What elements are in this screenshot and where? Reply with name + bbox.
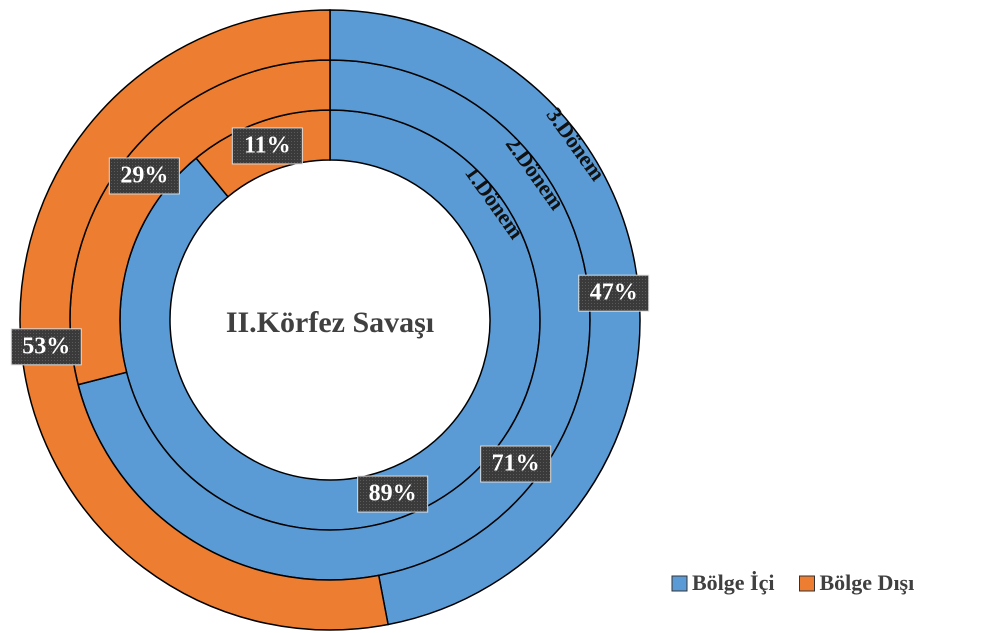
label-box bbox=[578, 274, 650, 312]
data-label: 29% bbox=[120, 162, 168, 188]
data-label: 47% bbox=[590, 280, 638, 306]
legend-swatch bbox=[799, 575, 815, 592]
label-box bbox=[10, 328, 82, 366]
label-box bbox=[231, 127, 303, 165]
data-label: 89% bbox=[369, 481, 417, 507]
data-label: 71% bbox=[492, 451, 540, 477]
label-box bbox=[480, 445, 552, 483]
center-title: II.Körfez Savaşı bbox=[226, 306, 434, 339]
label-box bbox=[108, 157, 180, 195]
label-box bbox=[357, 475, 429, 513]
data-label: 53% bbox=[22, 333, 70, 359]
ring-segment bbox=[329, 9, 641, 626]
legend-label: Bölge Dışı bbox=[820, 570, 915, 595]
data-label: 11% bbox=[244, 132, 291, 158]
legend-swatch bbox=[671, 575, 688, 592]
legend-label: Bölge İçi bbox=[692, 570, 775, 595]
